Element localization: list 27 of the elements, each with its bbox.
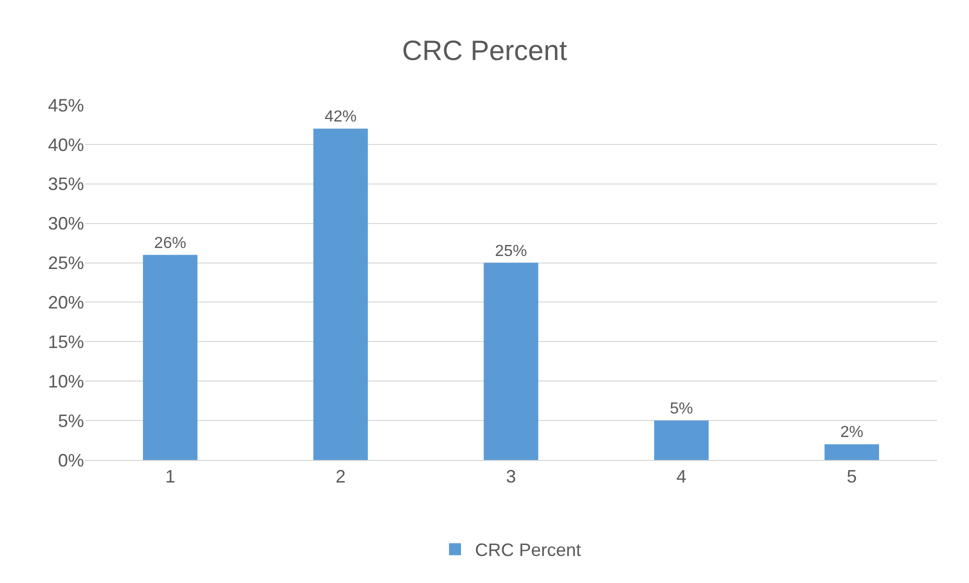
y-tick-label: 15% [48,332,84,352]
data-label: 2% [840,424,864,442]
y-tick-label: 45% [48,95,84,116]
y-tick-label: 5% [58,410,84,431]
y-tick-label: 40% [48,134,84,155]
bar [654,420,709,460]
y-tick-label: 30% [48,214,84,234]
data-label: 5% [670,400,693,418]
data-label: 26% [154,234,186,252]
y-tick-label: 35% [48,174,84,194]
y-tick-label: 10% [48,371,84,392]
x-tick-label: 5 [846,466,857,487]
x-tick-label: 1 [165,466,176,487]
y-tick-label: 0% [58,450,84,470]
x-tick-label: 4 [676,466,686,487]
bar [824,444,880,460]
bar [484,262,538,460]
y-tick-label: 20% [48,292,84,313]
data-label: 42% [324,108,357,126]
bar [142,254,198,460]
x-tick-label: 2 [336,466,346,487]
bar [313,128,368,460]
y-tick-label: 25% [48,253,84,274]
legend-label: CRC Percent [475,540,582,560]
x-tick-label: 3 [506,466,516,487]
chart-title: CRC Percent [402,34,568,66]
data-label: 25% [494,242,528,260]
